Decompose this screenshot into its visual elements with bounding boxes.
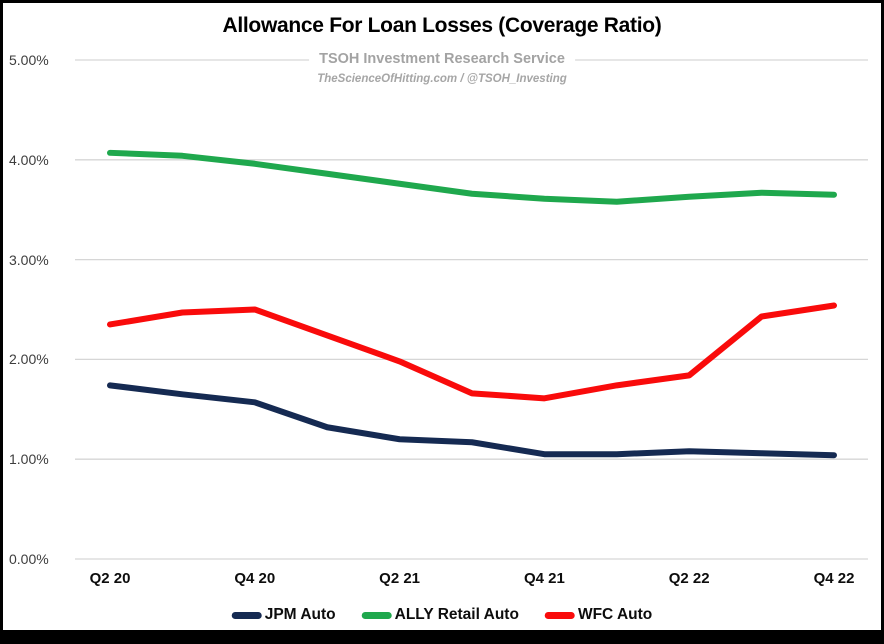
x-tick-label: Q2 20	[89, 570, 131, 587]
x-tick-label: Q2 22	[668, 570, 710, 587]
legend-item-jpm-auto: JPM Auto	[231, 606, 336, 624]
legend-swatch-wfc-auto	[544, 611, 575, 619]
legend-label: JPM Auto	[264, 606, 336, 623]
legend: JPM Auto ALLY Retail Auto WFC Auto	[231, 606, 653, 624]
y-tick-label: 1.00%	[9, 451, 49, 468]
series-line-ally-retail-auto	[107, 149, 837, 205]
y-tick-label: 5.00%	[9, 52, 49, 68]
legend-label: ALLY Retail Auto	[394, 606, 519, 623]
legend-swatch-ally-retail-auto	[361, 611, 392, 619]
bottom-bar	[3, 630, 881, 641]
series-line-wfc-auto	[107, 302, 837, 402]
y-tick-label: 4.00%	[9, 151, 49, 168]
legend-item-ally-retail-auto: ALLY Retail Auto	[361, 606, 519, 624]
x-tick-label: Q4 21	[523, 570, 565, 587]
y-tick-label: 0.00%	[9, 551, 49, 567]
series-line-jpm-auto	[107, 382, 837, 459]
x-tick-label: Q2 21	[379, 570, 421, 587]
legend-label: WFC Auto	[577, 606, 653, 623]
plot-area	[75, 59, 868, 560]
y-tick-label: 3.00%	[9, 251, 49, 268]
x-tick-label: Q4 22	[813, 570, 855, 587]
y-tick-label: 2.00%	[9, 351, 49, 368]
watermark-social-handles: TheScienceOfHitting.com / @TSOH_Investin…	[309, 72, 575, 86]
legend-swatch-jpm-auto	[231, 611, 262, 619]
x-tick-label: Q4 20	[234, 570, 276, 587]
legend-item-wfc-auto: WFC Auto	[544, 606, 653, 624]
chart-title: Allowance For Loan Losses (Coverage Rati…	[222, 14, 662, 37]
watermark-service-name: TSOH Investment Research Service	[309, 49, 575, 69]
